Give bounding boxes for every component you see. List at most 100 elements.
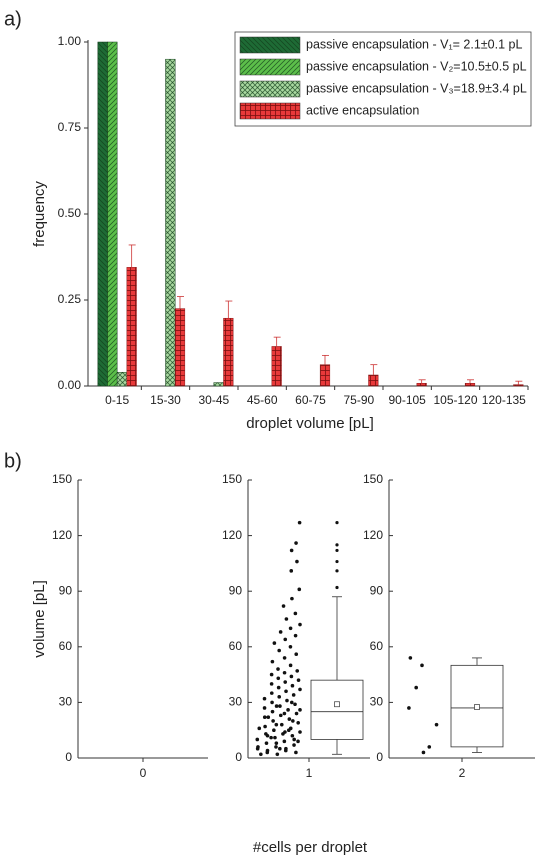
error-bar bbox=[418, 379, 426, 384]
data-point bbox=[294, 750, 298, 755]
box-plot bbox=[310, 521, 364, 755]
data-point bbox=[262, 696, 267, 701]
data-point bbox=[277, 695, 282, 699]
data-point bbox=[272, 728, 276, 732]
data-point bbox=[266, 715, 271, 720]
data-point bbox=[295, 559, 299, 564]
error-bar bbox=[225, 300, 233, 319]
data-point bbox=[286, 708, 290, 712]
data-point bbox=[278, 746, 282, 751]
data-point bbox=[286, 728, 291, 732]
data-point bbox=[269, 691, 274, 695]
data-point bbox=[292, 743, 296, 747]
data-point bbox=[288, 663, 293, 668]
data-point bbox=[259, 752, 263, 757]
data-point bbox=[278, 704, 282, 708]
y-axis-title: volume [pL] bbox=[31, 580, 48, 658]
y-tick-label: 60 bbox=[59, 639, 73, 653]
data-point bbox=[288, 626, 293, 631]
y-tick-label: 0.25 bbox=[58, 292, 82, 306]
data-point bbox=[289, 548, 294, 553]
data-point bbox=[256, 745, 260, 749]
data-point bbox=[265, 733, 270, 738]
data-point bbox=[288, 645, 293, 649]
flier bbox=[335, 548, 339, 553]
error-bar bbox=[128, 244, 136, 268]
data-point bbox=[298, 708, 302, 712]
error-bar bbox=[370, 364, 378, 375]
y-tick-label: 90 bbox=[59, 583, 73, 597]
data-point bbox=[291, 719, 295, 723]
data-point bbox=[282, 711, 287, 716]
data-point bbox=[262, 706, 267, 710]
x-tick-label: 60-75 bbox=[295, 393, 326, 407]
y-tick-label: 90 bbox=[229, 583, 243, 597]
bar bbox=[368, 374, 379, 387]
legend: passive encapsulation - V₁= 2.1±0.1 pL pa… bbox=[234, 31, 532, 127]
data-point bbox=[284, 689, 288, 694]
data-point bbox=[298, 730, 302, 734]
data-point bbox=[285, 698, 289, 703]
data-point bbox=[290, 733, 295, 738]
bar bbox=[107, 41, 118, 387]
error-bar bbox=[273, 336, 281, 347]
bar bbox=[126, 267, 137, 387]
legend-swatch bbox=[239, 58, 301, 76]
data-point bbox=[294, 711, 299, 716]
data-point bbox=[264, 741, 269, 745]
data-point bbox=[271, 719, 275, 723]
x-tick-label: 30-45 bbox=[198, 393, 229, 407]
legend-label: passive encapsulation - V₃=18.9±3.4 pL bbox=[306, 81, 527, 95]
data-point bbox=[265, 750, 270, 755]
data-point bbox=[408, 656, 413, 660]
y-tick-label: 0.75 bbox=[58, 120, 82, 134]
legend-swatch bbox=[239, 36, 301, 54]
y-tick-label: 120 bbox=[52, 528, 72, 542]
box bbox=[310, 679, 364, 740]
y-tick-label: 0.50 bbox=[58, 206, 82, 220]
data-point bbox=[290, 683, 295, 688]
data-point bbox=[297, 520, 302, 525]
data-point bbox=[434, 722, 439, 727]
mean-marker bbox=[334, 701, 340, 708]
bar bbox=[97, 41, 108, 387]
data-point bbox=[278, 630, 283, 634]
y-tick-label: 0 bbox=[235, 750, 242, 764]
y-tick-label: 0.00 bbox=[58, 378, 82, 392]
data-point bbox=[427, 745, 432, 749]
data-point bbox=[270, 700, 274, 705]
data-point bbox=[282, 670, 287, 675]
data-point bbox=[292, 737, 296, 742]
y-tick-label: 30 bbox=[59, 695, 73, 709]
data-point bbox=[277, 648, 281, 653]
flier bbox=[335, 521, 339, 525]
data-point bbox=[272, 641, 277, 645]
data-point bbox=[274, 741, 279, 745]
data-point bbox=[283, 748, 288, 753]
mean-marker bbox=[474, 704, 480, 710]
data-point bbox=[255, 737, 260, 742]
legend-label: passive encapsulation - V₁= 2.1±0.1 pL bbox=[306, 37, 522, 51]
data-point bbox=[269, 672, 274, 677]
data-point bbox=[283, 680, 288, 684]
panel-label: a) bbox=[4, 8, 22, 30]
data-point bbox=[298, 622, 302, 627]
x-tick-label: 15-30 bbox=[150, 393, 181, 407]
data-point bbox=[273, 735, 277, 740]
data-point bbox=[298, 687, 302, 692]
x-tick-label: 45-60 bbox=[247, 393, 278, 407]
data-point bbox=[282, 739, 287, 744]
legend-swatch bbox=[239, 102, 301, 120]
bar bbox=[319, 364, 331, 387]
x-tick-label: 0 bbox=[140, 766, 147, 780]
y-tick-label: 90 bbox=[370, 583, 384, 597]
data-point bbox=[263, 724, 267, 729]
data-point bbox=[276, 685, 281, 690]
x-tick-label: 75-90 bbox=[343, 393, 374, 407]
x-tick-label: 120-135 bbox=[482, 393, 526, 407]
data-point bbox=[287, 717, 292, 721]
data-point bbox=[295, 669, 300, 673]
y-tick-label: 60 bbox=[229, 639, 243, 653]
data-point bbox=[293, 611, 298, 616]
data-point bbox=[289, 700, 294, 705]
